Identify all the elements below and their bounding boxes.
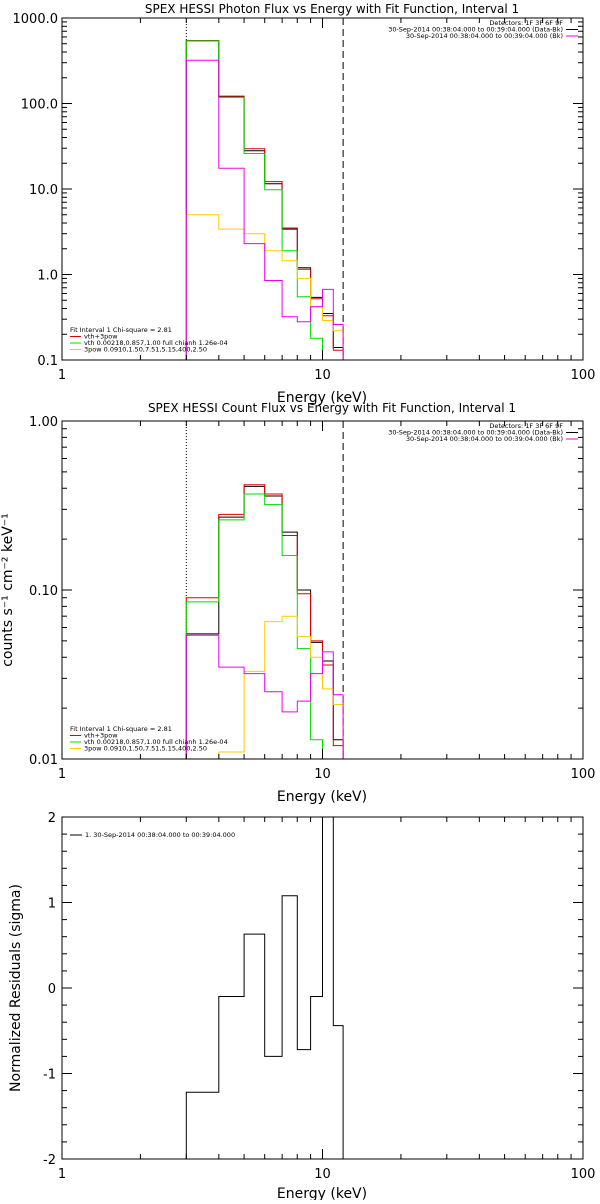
count-flux-vth-component-line bbox=[185, 493, 323, 759]
photon-flux-xtick-label: 10 bbox=[314, 368, 331, 383]
count-flux-3pow-component-line bbox=[218, 615, 344, 759]
count-flux-ytick-label: 0.01 bbox=[29, 753, 58, 768]
residuals-xtick-label: 1 bbox=[58, 1167, 66, 1182]
photon-flux-3pow-component-line bbox=[185, 214, 344, 360]
count-flux-ytick-label: 1.00 bbox=[29, 415, 58, 430]
photon-flux-ytick-label: 1.0 bbox=[37, 269, 58, 284]
photon-flux-legend-bl-text: Fit Interval 1 Chi-square = 2.81 bbox=[70, 326, 172, 334]
residuals-legend-top-left: 1. 30-Sep-2014 00:38:04.000 to 00:39:04.… bbox=[70, 831, 235, 839]
residuals-ylabel: Normalized Residuals (sigma) bbox=[8, 884, 24, 1092]
count-flux-ticks: 1 10 100 0.01 0.10 1.00 bbox=[29, 415, 595, 782]
photon-flux-ytick-label: 1000.0 bbox=[13, 12, 59, 27]
photon-flux-title: SPEX HESSI Photon Flux vs Energy with Fi… bbox=[145, 2, 519, 16]
residuals-panel: 1 10 100 -2 -1 0 1 2 Energy (keV) Normalized Re… bbox=[8, 811, 595, 1202]
photon-flux-panel: SPEX HESSI Photon Flux vs Energy with Fi… bbox=[13, 2, 596, 406]
count-flux-title: SPEX HESSI Count Flux vs Energy with Fit… bbox=[148, 401, 516, 415]
photon-flux-legend-bl-text: vth 0.00218,0.857,1.00 full chianh 1.26e… bbox=[84, 339, 228, 347]
count-flux-series bbox=[185, 484, 344, 759]
residuals-series bbox=[185, 817, 344, 1159]
photon-flux-legend-tr-text: 30-Sep-2014 00:38:04.000 to 00:39:04.000… bbox=[406, 32, 563, 40]
photon-flux-legend-tr-text: Detectors: 1F 3F 6F 9F bbox=[489, 19, 563, 27]
count-flux-xtick-label: 1 bbox=[58, 767, 66, 782]
count-flux-xlabel: Energy (keV) bbox=[277, 789, 367, 805]
photon-flux-legend-bl-text: 3pow 0.0910,1.50,7.51,5.15,400,2.50 bbox=[84, 346, 207, 354]
count-flux-legend-bl-text: vth 0.00218,0.857,1.00 full chianh 1.26e… bbox=[84, 738, 228, 746]
residuals-legend-tl-text: 1. 30-Sep-2014 00:38:04.000 to 00:39:04.… bbox=[85, 831, 235, 839]
count-flux-legend-bottom-left: Fit Interval 1 Chi-square = 2.81vth+3pow… bbox=[70, 725, 228, 753]
count-flux-plot-frame bbox=[61, 420, 584, 760]
residuals-ytick-label: 0 bbox=[48, 982, 56, 997]
residuals-xlabel: Energy (keV) bbox=[277, 1186, 367, 1200]
residuals-ytick-label: 1 bbox=[48, 897, 56, 912]
residuals-residual-line bbox=[185, 817, 344, 1159]
count-flux-legend-tr-text: 30-Sep-2014 00:38:04.000 to 00:39:04.000… bbox=[406, 435, 563, 443]
count-flux-xtick-label: 100 bbox=[571, 767, 596, 782]
count-flux-data-minus-bk-line bbox=[185, 485, 344, 759]
residuals-xtick-label: 10 bbox=[314, 1167, 331, 1182]
count-flux-legend-bl-text: Fit Interval 1 Chi-square = 2.81 bbox=[70, 725, 172, 733]
photon-flux-background-line bbox=[185, 59, 344, 360]
residuals-ytick-label: -2 bbox=[43, 1153, 56, 1168]
photon-flux-ytick-label: 10.0 bbox=[29, 183, 58, 198]
photon-flux-legend-tr-text: 30-Sep-2014 00:38:04.000 to 00:39:04.000… bbox=[388, 26, 563, 34]
photon-flux-xtick-label: 100 bbox=[571, 368, 596, 383]
photon-flux-data-minus-bk-line bbox=[185, 40, 344, 360]
photon-flux-xtick-label: 1 bbox=[58, 368, 66, 383]
count-flux-panel: SPEX HESSI Count Flux vs Energy with Fit… bbox=[0, 401, 595, 805]
residuals-ticks: 1 10 100 -2 -1 0 1 2 bbox=[43, 811, 595, 1182]
count-flux-background-line bbox=[185, 634, 344, 759]
count-flux-vlines bbox=[185, 421, 344, 759]
residuals-ytick-label: -1 bbox=[43, 1068, 56, 1083]
photon-flux-vth-component-line bbox=[185, 40, 334, 360]
photon-flux-ticks: 1 10 100 0.1 1.0 10.0 100.0 1000.0 bbox=[13, 12, 596, 383]
count-flux-legend-tr-text: Detectors: 1F 3F 6F 9F bbox=[489, 422, 563, 430]
photon-flux-xlabel: Energy (keV) bbox=[277, 390, 367, 406]
photon-flux-ytick-label: 100.0 bbox=[21, 98, 58, 113]
count-flux-legend-bl-text: vth+3pow bbox=[84, 732, 118, 740]
photon-flux-ytick-label: 0.1 bbox=[37, 354, 58, 369]
residuals-xtick-label: 100 bbox=[571, 1167, 596, 1182]
count-flux-xtick-label: 10 bbox=[314, 767, 331, 782]
residuals-ytick-label: 2 bbox=[48, 811, 56, 826]
count-flux-ylabel: counts s⁻¹ cm⁻² keV⁻¹ bbox=[0, 513, 16, 667]
photon-flux-legend-bottom-left: Fit Interval 1 Chi-square = 2.81vth+3pow… bbox=[70, 326, 228, 354]
count-flux-legend-bl-text: 3pow 0.0910,1.50,7.51,5.15,400,2.50 bbox=[84, 745, 207, 753]
count-flux-legend-tr-text: 30-Sep-2014 00:38:04.000 to 00:39:04.000… bbox=[388, 429, 563, 437]
count-flux-fit-vth-3pow-line bbox=[185, 484, 344, 759]
photon-flux-series bbox=[185, 40, 344, 360]
count-flux-ytick-label: 0.10 bbox=[29, 584, 58, 599]
photon-flux-fit-vth-3pow-line bbox=[185, 40, 344, 360]
photon-flux-legend-bl-text: vth+3pow bbox=[84, 333, 118, 341]
